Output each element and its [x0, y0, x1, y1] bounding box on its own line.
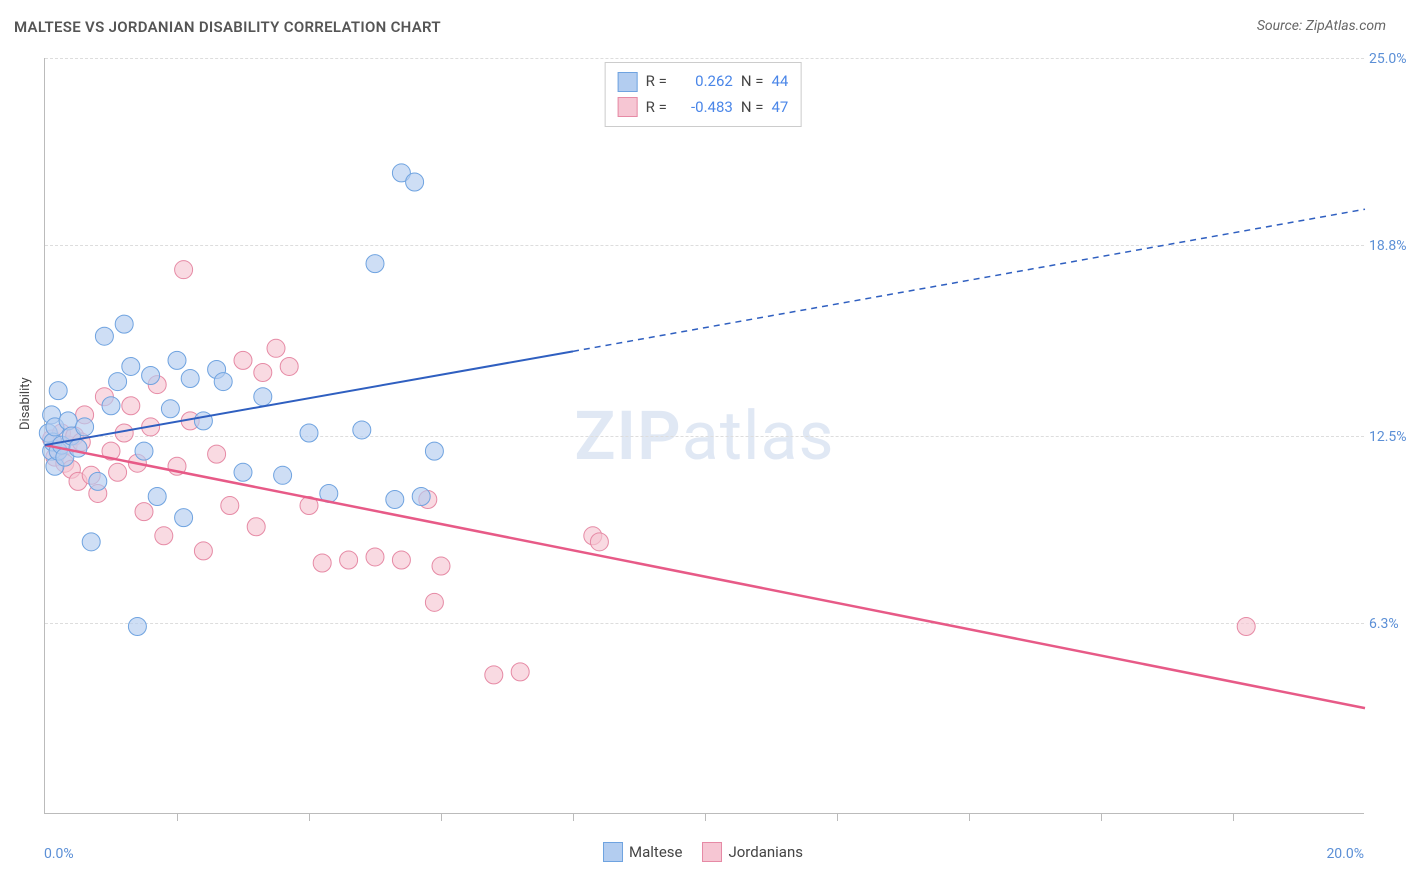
data-point	[89, 472, 107, 490]
data-point	[109, 373, 127, 391]
legend-stats-row-jordanians: R = -0.483 N = 47	[618, 95, 789, 121]
x-min-label: 0.0%	[44, 846, 74, 862]
n-value-jordanians: 47	[771, 95, 788, 121]
data-point	[280, 357, 298, 375]
data-point	[194, 412, 212, 430]
data-point	[175, 261, 193, 279]
y-tick-label: 6.3%	[1369, 616, 1406, 632]
data-point	[366, 255, 384, 273]
data-point	[122, 357, 140, 375]
data-point	[95, 327, 113, 345]
data-point	[82, 533, 100, 551]
data-point	[234, 463, 252, 481]
chart-container: MALTESE VS JORDANIAN DISABILITY CORRELAT…	[0, 0, 1406, 892]
data-point	[432, 557, 450, 575]
data-point	[155, 527, 173, 545]
y-tick-label: 12.5%	[1369, 429, 1406, 445]
x-tick	[309, 813, 310, 821]
legend-item-maltese: Maltese	[603, 842, 682, 862]
data-point	[234, 351, 252, 369]
data-point	[274, 466, 292, 484]
data-point	[425, 442, 443, 460]
x-tick	[969, 813, 970, 821]
data-point	[1237, 618, 1255, 636]
data-point	[267, 339, 285, 357]
data-point	[412, 487, 430, 505]
data-point	[142, 367, 160, 385]
data-point	[340, 551, 358, 569]
r-value-jordanians: -0.483	[675, 95, 733, 121]
legend-label-maltese: Maltese	[629, 843, 682, 861]
x-tick	[573, 813, 574, 821]
data-point	[313, 554, 331, 572]
data-point	[168, 351, 186, 369]
data-point	[122, 397, 140, 415]
data-point	[221, 497, 239, 515]
swatch-jordanians	[618, 97, 638, 117]
data-point	[181, 370, 199, 388]
data-point	[392, 551, 410, 569]
data-point	[69, 439, 87, 457]
scatter-svg	[45, 58, 1364, 813]
x-tick	[441, 813, 442, 821]
r-label: R =	[646, 95, 667, 121]
legend-item-jordanians: Jordanians	[702, 842, 803, 862]
data-point	[135, 442, 153, 460]
data-point	[353, 421, 371, 439]
data-point	[485, 666, 503, 684]
data-point	[102, 397, 120, 415]
n-label: N =	[741, 95, 764, 121]
data-point	[247, 518, 265, 536]
y-tick-label: 25.0%	[1369, 51, 1406, 67]
x-tick	[1101, 813, 1102, 821]
plot-area: ZIPatlas 6.3%12.5%18.8%25.0%	[44, 58, 1364, 814]
r-value-maltese: 0.262	[675, 69, 733, 95]
data-point	[161, 400, 179, 418]
data-point	[300, 424, 318, 442]
chart-source: Source: ZipAtlas.com	[1257, 18, 1386, 34]
data-point	[115, 315, 133, 333]
data-point	[109, 463, 127, 481]
trend-line	[45, 445, 1365, 708]
data-point	[175, 509, 193, 527]
trend-line	[573, 209, 1365, 351]
swatch-maltese	[603, 842, 623, 862]
swatch-maltese	[618, 72, 638, 92]
data-point	[511, 663, 529, 681]
data-point	[366, 548, 384, 566]
x-tick	[177, 813, 178, 821]
x-tick	[837, 813, 838, 821]
data-point	[208, 445, 226, 463]
data-point	[76, 418, 94, 436]
legend-stats: R = 0.262 N = 44 R = -0.483 N = 47	[605, 62, 802, 127]
data-point	[194, 542, 212, 560]
y-axis-label: Disability	[18, 377, 33, 430]
data-point	[425, 593, 443, 611]
data-point	[386, 491, 404, 509]
data-point	[254, 388, 272, 406]
x-max-label: 20.0%	[1326, 846, 1364, 862]
chart-title: MALTESE VS JORDANIAN DISABILITY CORRELAT…	[14, 18, 441, 36]
x-tick	[1233, 813, 1234, 821]
n-label: N =	[741, 69, 764, 95]
r-label: R =	[646, 69, 667, 95]
data-point	[128, 618, 146, 636]
data-point	[254, 363, 272, 381]
data-point	[148, 487, 166, 505]
x-tick	[705, 813, 706, 821]
data-point	[590, 533, 608, 551]
y-tick-label: 18.8%	[1369, 238, 1406, 254]
legend-stats-row-maltese: R = 0.262 N = 44	[618, 69, 789, 95]
n-value-maltese: 44	[771, 69, 788, 95]
legend-series: Maltese Jordanians	[603, 842, 803, 862]
data-point	[135, 503, 153, 521]
data-point	[214, 373, 232, 391]
data-point	[49, 382, 67, 400]
legend-label-jordanians: Jordanians	[728, 843, 803, 861]
data-point	[406, 173, 424, 191]
swatch-jordanians	[702, 842, 722, 862]
